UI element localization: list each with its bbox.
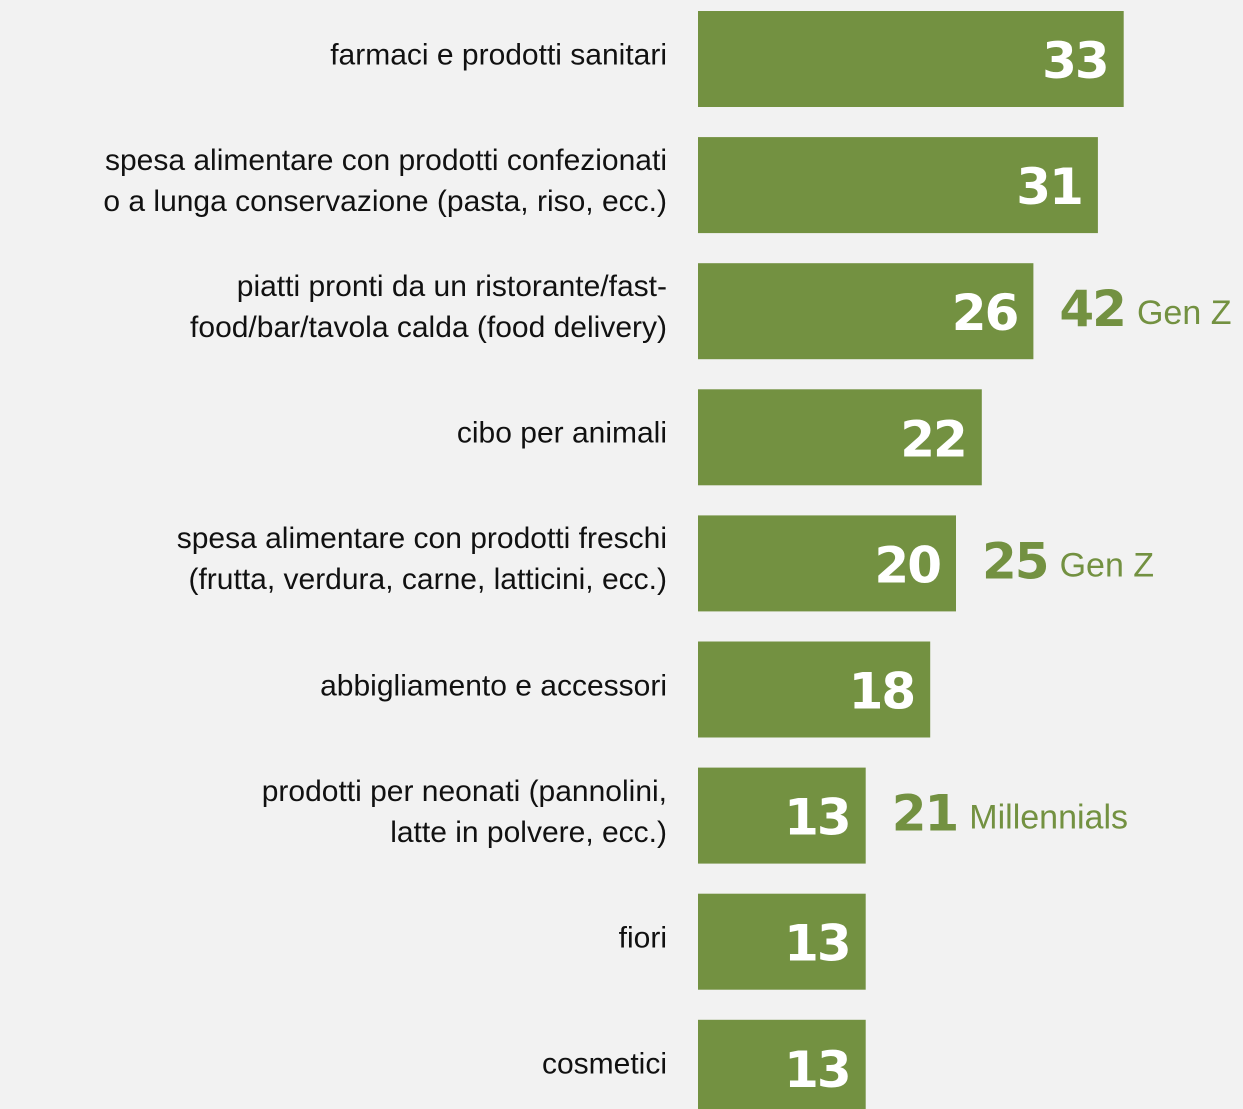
- value-label: 20: [874, 536, 940, 594]
- annotation-value: 21: [892, 785, 958, 843]
- bar: [698, 893, 866, 990]
- category-label: piatti pronti da un ristorante/fast- foo…: [190, 270, 667, 345]
- value-label: 18: [849, 663, 915, 721]
- annotation-label: Millennials: [969, 799, 1128, 837]
- bar: [698, 1019, 866, 1109]
- category-label: farmaci e prodotti sanitari: [330, 38, 667, 72]
- bar: [698, 767, 866, 864]
- category-label: spesa alimentare con prodotti freschi (f…: [176, 522, 667, 597]
- bar: [698, 515, 956, 612]
- annotation-label: Gen Z: [1137, 294, 1231, 332]
- value-label: 22: [900, 410, 966, 468]
- category-label: abbigliamento e accessori: [320, 669, 667, 702]
- value-label: 13: [784, 1041, 850, 1099]
- bar: [698, 11, 1124, 107]
- value-label: 31: [1016, 158, 1082, 216]
- value-label: 26: [952, 284, 1018, 342]
- bar: [698, 389, 982, 486]
- annotation-value: 42: [1059, 280, 1125, 338]
- value-label: 33: [1042, 32, 1108, 90]
- annotation-value: 25: [982, 532, 1048, 590]
- category-label: spesa alimentare con prodotti confeziona…: [103, 144, 667, 219]
- annotation-label: Gen Z: [1060, 546, 1154, 584]
- bar: [698, 641, 931, 738]
- value-label: 13: [784, 789, 850, 847]
- bar: [698, 263, 1034, 360]
- category-label: cibo per animali: [456, 416, 667, 450]
- category-label: prodotti per neonati (pannolini, latte i…: [261, 774, 667, 849]
- category-label: fiori: [618, 921, 667, 955]
- category-label: cosmetici: [541, 1047, 667, 1081]
- value-label: 13: [784, 915, 850, 973]
- bar: [698, 137, 1098, 234]
